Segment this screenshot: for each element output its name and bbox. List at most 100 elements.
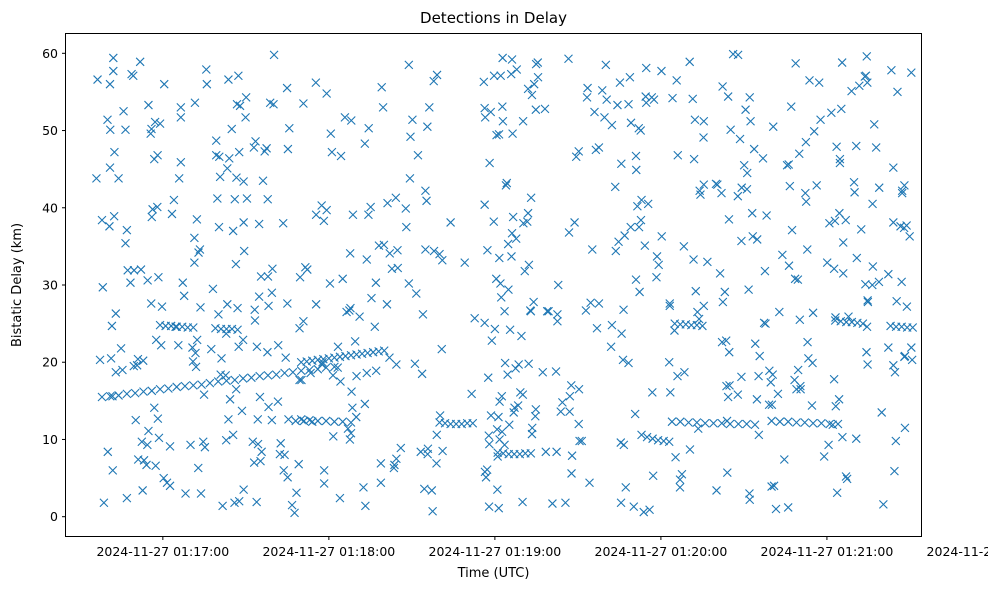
data-point <box>565 407 574 417</box>
data-point <box>767 416 776 426</box>
data-point <box>239 177 249 186</box>
data-point <box>749 144 759 154</box>
data-point <box>652 252 662 261</box>
data-point <box>411 289 421 298</box>
data-point <box>630 409 640 419</box>
data-point <box>664 437 674 447</box>
y-tick-label: 40 <box>42 200 58 215</box>
data-point <box>344 306 354 315</box>
data-point <box>221 329 231 339</box>
data-point <box>129 265 139 275</box>
data-point <box>142 440 152 450</box>
data-point <box>664 357 674 367</box>
data-point <box>657 66 666 76</box>
data-point <box>130 388 140 398</box>
data-point <box>174 174 184 183</box>
data-point <box>759 318 769 328</box>
data-point <box>722 416 732 426</box>
data-point <box>269 50 279 60</box>
data-point <box>128 71 138 81</box>
data-point <box>837 58 847 67</box>
data-point <box>218 501 228 511</box>
data-point <box>109 211 119 221</box>
data-point <box>165 481 175 491</box>
data-point <box>800 418 810 427</box>
data-point <box>621 482 631 492</box>
data-point <box>691 286 701 296</box>
data-point <box>672 75 682 85</box>
data-point <box>192 335 202 345</box>
data-point <box>744 285 754 295</box>
data-point <box>515 387 525 397</box>
data-point <box>390 460 399 470</box>
data-point <box>417 369 427 379</box>
data-point <box>495 435 504 444</box>
data-point <box>382 299 392 309</box>
data-point <box>126 278 135 288</box>
data-point <box>590 107 599 117</box>
data-point <box>802 245 812 254</box>
data-point <box>767 482 776 491</box>
data-point <box>231 384 241 394</box>
data-point <box>211 136 221 145</box>
data-point <box>302 265 312 274</box>
data-point <box>217 353 226 363</box>
data-point <box>492 485 502 495</box>
data-point <box>267 415 277 425</box>
data-point <box>497 427 507 437</box>
data-point <box>295 272 305 282</box>
data-point <box>717 418 727 428</box>
data-point <box>410 359 420 369</box>
data-point <box>571 152 581 162</box>
data-point <box>340 113 350 122</box>
data-point <box>467 389 477 399</box>
data-point <box>253 414 263 424</box>
data-point <box>419 484 429 494</box>
data-point <box>232 173 241 183</box>
data-point <box>533 72 543 82</box>
data-point <box>553 280 563 290</box>
data-point <box>771 504 781 514</box>
data-point <box>805 75 814 85</box>
data-point <box>809 126 819 136</box>
data-point <box>391 360 401 369</box>
data-point <box>698 321 707 331</box>
data-point <box>769 481 779 491</box>
data-point <box>620 231 630 240</box>
data-point <box>230 375 240 385</box>
data-point <box>489 217 499 227</box>
data-point <box>862 52 872 61</box>
data-point <box>252 497 262 507</box>
data-point <box>764 400 774 410</box>
data-point <box>493 452 503 461</box>
data-point <box>391 454 401 464</box>
data-point <box>346 428 356 438</box>
data-point <box>326 129 336 139</box>
data-point <box>849 177 859 187</box>
data-point <box>841 215 851 225</box>
data-point <box>585 478 594 488</box>
data-point <box>248 437 258 447</box>
data-point <box>574 384 584 394</box>
data-point <box>435 249 444 259</box>
data-point <box>626 118 636 128</box>
x-tick-label: 2024-11-27 01:20:00 <box>595 544 728 559</box>
data-point <box>111 309 121 318</box>
data-point <box>99 498 109 508</box>
data-point <box>733 191 743 201</box>
data-point <box>888 163 898 172</box>
data-point <box>283 472 293 482</box>
data-point <box>888 360 898 370</box>
data-point <box>330 362 339 372</box>
data-point <box>485 158 495 168</box>
data-point <box>871 143 881 152</box>
data-point <box>214 309 223 319</box>
data-point <box>295 375 304 385</box>
data-point <box>167 209 177 219</box>
data-point <box>284 123 294 133</box>
data-point <box>146 299 156 308</box>
data-point <box>360 399 370 409</box>
data-point <box>854 81 864 91</box>
